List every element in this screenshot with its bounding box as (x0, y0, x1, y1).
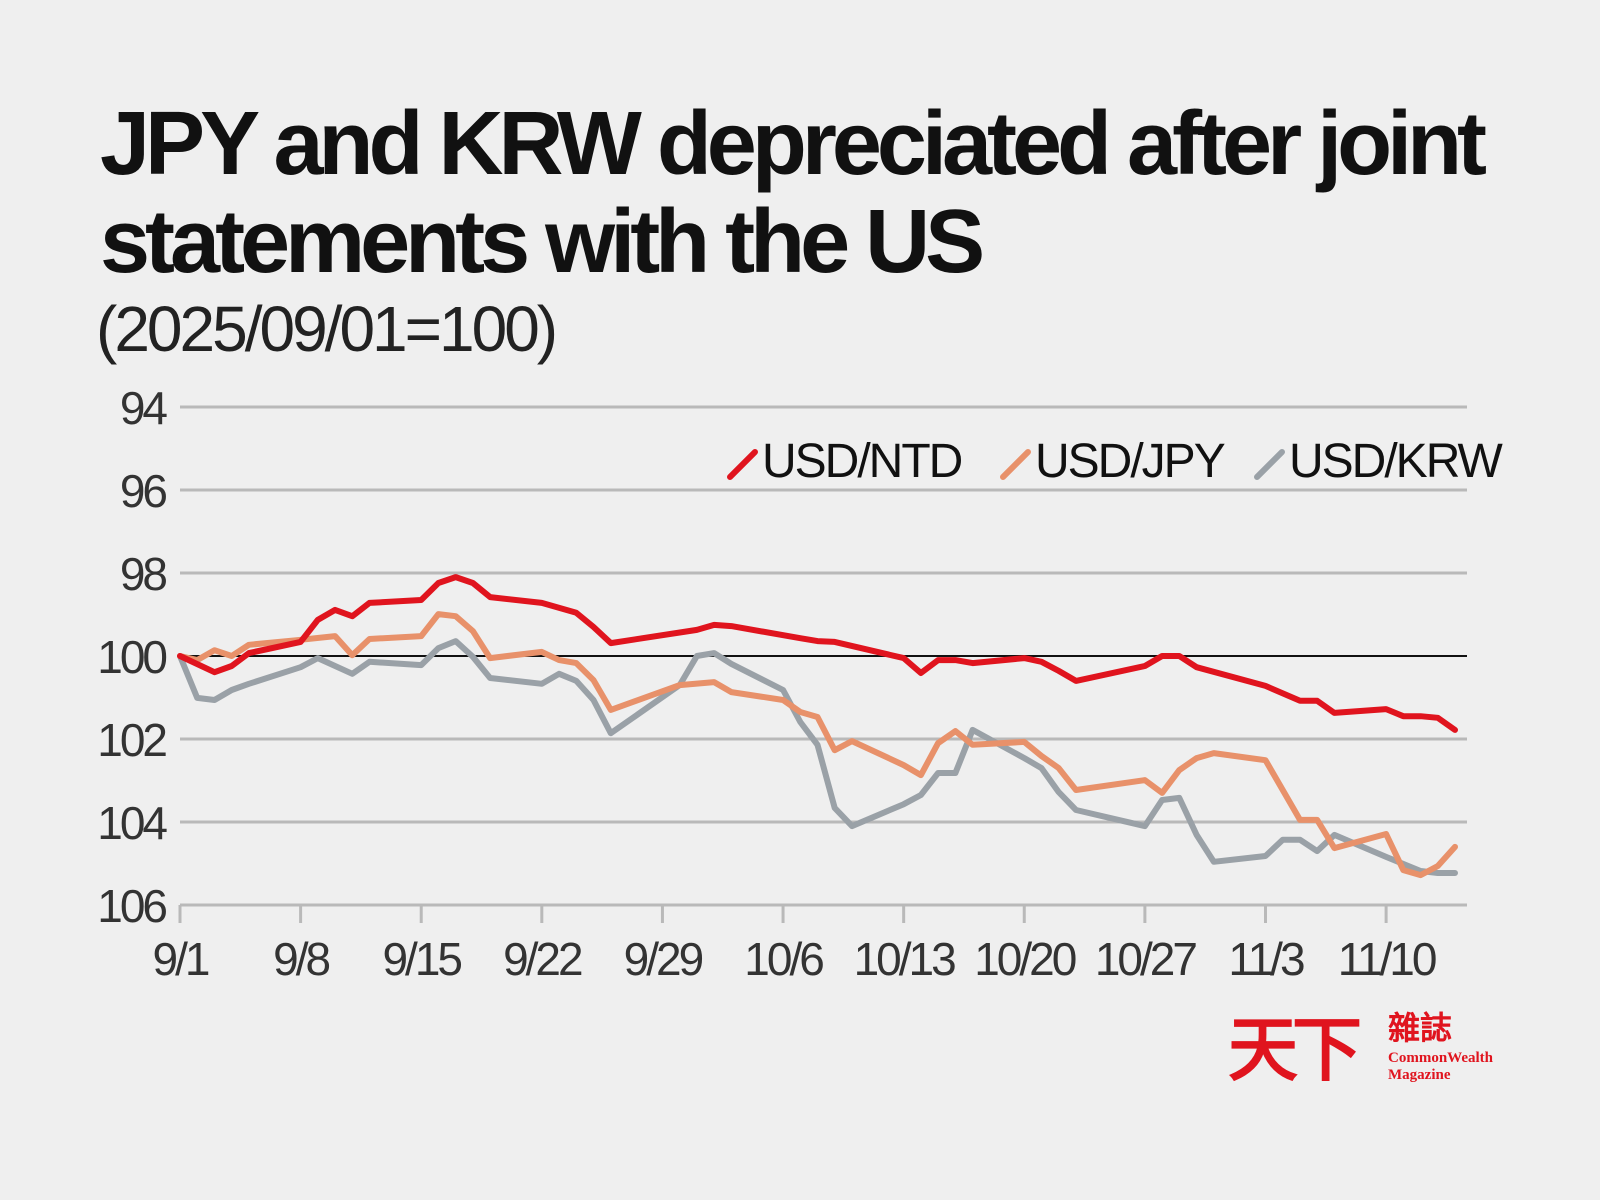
y-tick-label: 98 (120, 548, 167, 600)
legend-label: USD/JPY (1035, 435, 1225, 488)
x-tick-label: 9/1 (153, 933, 209, 985)
logo-english-line2: Magazine (1388, 1067, 1451, 1083)
y-tick-label: 96 (120, 465, 167, 517)
y-tick-label: 94 (120, 382, 168, 434)
chart-subtitle: (2025/09/01=100) (96, 293, 558, 365)
series-lines (177, 574, 1458, 879)
logo-english-line1: CommonWealth (1388, 1050, 1493, 1066)
x-tick-label: 10/27 (1095, 933, 1197, 985)
series-line-usd-ntd (177, 574, 1458, 733)
x-tick-label: 10/6 (744, 933, 823, 985)
gridlines (180, 405, 1467, 907)
logo-english: CommonWealth Magazine (1388, 1050, 1493, 1084)
x-tick-label: 10/20 (974, 933, 1076, 985)
legend-swatch-icon (1000, 449, 1031, 480)
logo-chinese-sub: 雜誌 (1388, 1009, 1453, 1047)
legend: USD/NTD USD/JPY USD/KRW (727, 435, 1505, 488)
series-line-usd-krw (177, 638, 1458, 876)
legend-label: USD/NTD (762, 435, 962, 488)
y-tick-label: 102 (97, 714, 166, 766)
x-tick-label: 9/29 (624, 933, 703, 985)
legend-swatch-icon (727, 449, 758, 480)
x-tick-label: 11/10 (1338, 933, 1436, 985)
legend-label: USD/KRW (1289, 435, 1503, 488)
logo-chinese-main: 天下 (1228, 1008, 1362, 1091)
x-tick-label: 10/13 (854, 933, 956, 985)
series-line-usd-jpy (177, 611, 1458, 879)
chart-title: JPY and KRW depreciated after joint stat… (100, 94, 1487, 292)
x-tick-label: 9/8 (273, 933, 329, 985)
legend-swatch-icon (1254, 449, 1285, 480)
y-axis-ticks: 94 96 98 100 102 104 106 (97, 382, 170, 932)
y-tick-label: 100 (97, 631, 166, 683)
x-tick-label: 9/15 (382, 933, 461, 985)
commonwealth-magazine-logo: 天下 雜誌 CommonWealth Magazine (1228, 1010, 1528, 1100)
x-tick-label: 9/22 (503, 933, 582, 985)
y-tick-label: 106 (97, 880, 166, 932)
y-tick-label: 104 (97, 797, 167, 849)
x-tick-label: 11/3 (1228, 933, 1304, 985)
x-axis-ticks: 9/1 9/8 9/15 9/22 9/29 10/6 10/13 10/20 10/27 11/… (153, 905, 1439, 985)
